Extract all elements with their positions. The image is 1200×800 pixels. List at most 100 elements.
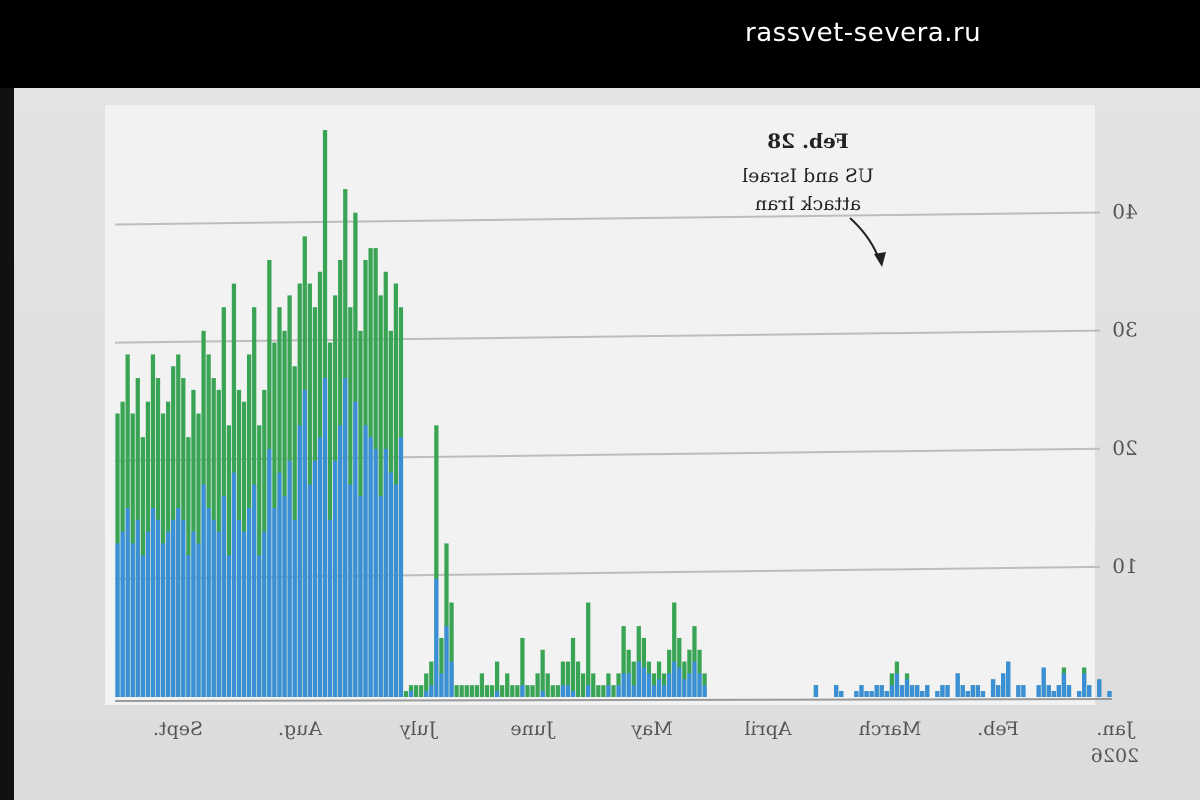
bar-blue-180 [196,543,201,697]
bar-blue-18 [1016,685,1021,697]
bar-blue-192 [135,519,140,697]
bar-blue-84 [682,679,687,697]
bar-blue-81 [697,673,702,697]
bar-blue-133 [434,578,439,697]
bar-blue-20 [1006,661,1011,697]
bar-blue-181 [191,531,196,697]
bar-green-120 [500,685,505,697]
bar-blue-97 [616,685,621,697]
bar-green-108 [560,661,566,697]
x-label-0: Jan. [1096,718,1135,740]
bar-blue-33 [940,685,945,697]
x-tick-label: Feb. [977,718,1019,740]
bar-blue-107 [565,685,571,697]
bar-blue-159 [302,389,307,697]
bar-green-135 [424,673,429,697]
bar-blue-193 [130,543,135,697]
bar-green-126 [469,685,474,697]
bar-blue-166 [267,448,272,697]
bar-blue-53 [839,691,844,697]
bar-blue-195 [120,531,125,697]
bar-blue-116 [520,685,525,697]
bar-green-113 [535,673,540,697]
bar-blue-39 [909,685,915,697]
bar-blue-41 [899,685,905,697]
bar-blue-134 [429,685,434,697]
bar-blue-188 [155,519,161,697]
bar-blue-21 [1001,673,1006,697]
bar-blue-48 [864,691,869,697]
bar-blue-28 [965,691,970,697]
x-label-7: Aug. [278,718,323,740]
bar-blue-40 [904,679,910,697]
annotation-line-1: attack Iran [755,193,861,215]
bar-blue-46 [874,685,879,697]
bar-green-123 [484,685,490,697]
bar-blue-121 [494,691,500,697]
bar-blue-11 [1051,691,1056,697]
annotation-line-0: US and Israel [742,165,874,187]
bar-blue-42 [894,673,900,697]
bar-blue-143 [383,448,388,697]
bar-blue-150 [348,484,353,697]
bars [115,130,1112,697]
bar-green-119 [505,673,510,697]
bar-blue-14 [1036,685,1041,697]
annotation-date: Feb. 28 [767,129,849,153]
bar-green-129 [454,685,459,697]
bar-green-133 [434,425,439,697]
bar-blue-25 [980,691,986,697]
bar-green-100 [601,685,606,697]
bar-blue-108 [560,685,566,697]
annotation: Feb. 28 US and Israel attack Iran [742,129,886,267]
year-label: 2026 [1091,745,1139,767]
bar-blue-179 [201,484,206,697]
bar-green-86 [672,602,677,697]
bar-green-107 [565,661,571,697]
x-label-2: March [859,718,922,740]
header-bar [0,0,1200,88]
bar-blue-86 [672,661,677,697]
x-tick-label: May [631,718,673,740]
bar-green-116 [520,637,525,697]
bar-blue-10 [1056,685,1061,697]
bar-blue-184 [176,508,181,697]
bar-blue-162 [287,460,292,697]
bar-blue-189 [150,508,156,697]
bar-green-118 [510,685,515,697]
x-tick-label: April [744,718,792,740]
bar-blue-89 [656,679,662,697]
bar-blue-152 [338,425,343,697]
bar-blue-138 [408,691,414,697]
bar-green-139 [403,691,409,697]
bar-blue-141 [393,484,399,697]
bar-green-102 [591,673,596,697]
bar-blue-131 [444,626,449,697]
bar-blue-8 [1066,685,1072,697]
bar-blue-169 [252,484,257,697]
bar-blue-140 [398,437,404,697]
bar-blue-4 [1087,685,1092,697]
bar-blue-88 [661,685,667,697]
y-tick-label: 30 [1112,318,1137,342]
bar-blue-99 [606,685,611,697]
bar-blue-160 [297,425,302,697]
bar-green-105 [575,661,581,697]
bar-blue-85 [677,667,682,697]
y-tick-20: 20 [1112,436,1137,460]
bar-blue-96 [621,673,626,697]
y-tick-label: 40 [1112,200,1137,224]
bar-blue-135 [424,691,429,697]
bar-blue-95 [626,673,631,697]
bar-blue-83 [687,673,692,697]
bar-blue-163 [282,496,287,697]
bar-blue-187 [160,543,166,697]
bar-blue-145 [373,448,378,697]
bar-green-128 [459,685,464,697]
y-tick-label: 20 [1112,436,1137,460]
bar-blue-82 [692,661,697,697]
bar-blue-182 [186,555,191,697]
bar-blue-144 [378,496,383,697]
bar-blue-9 [1061,673,1067,697]
bar-blue-148 [358,496,363,697]
